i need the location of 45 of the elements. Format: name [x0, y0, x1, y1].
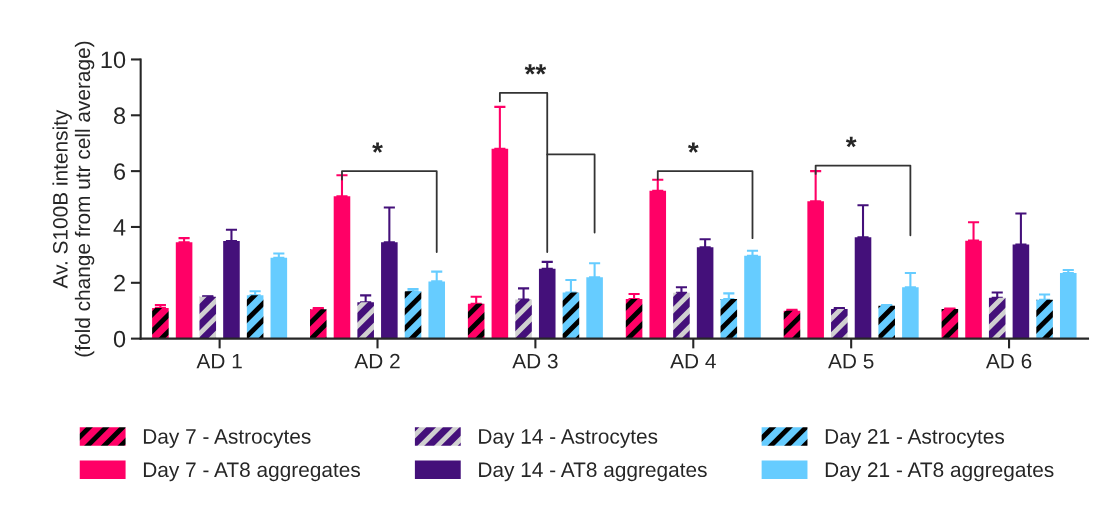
bar: [878, 305, 895, 339]
bar: [831, 309, 848, 339]
bar: [988, 297, 1006, 339]
bar: [270, 257, 288, 339]
annotation: *: [687, 142, 699, 153]
bar: [310, 309, 327, 339]
bar: [404, 291, 422, 339]
y-tick-label: 10: [101, 51, 126, 69]
bar: [1036, 299, 1053, 339]
y-tick-label: 4: [113, 219, 126, 236]
bar: [175, 242, 193, 339]
y-tick-label: 0: [113, 330, 126, 348]
annotation: *: [372, 142, 383, 153]
x-tick-label: AD 6: [985, 353, 1032, 369]
bar: [246, 295, 264, 339]
bar: [152, 307, 169, 339]
legend-label: Day 14 - Astrocytes: [479, 429, 658, 448]
bar: [783, 310, 801, 339]
x-tick-label: AD 2: [354, 353, 400, 369]
legend-label: Day 7 - Astrocytes: [143, 429, 311, 448]
bar: [673, 292, 690, 339]
bar: [720, 298, 738, 339]
legend-label: Day 21 - Astrocytes: [825, 429, 1005, 448]
bar: [515, 299, 532, 339]
y-tick-label: 6: [114, 163, 126, 180]
bar: [1059, 273, 1077, 339]
bar: [625, 298, 643, 339]
bar: [744, 255, 761, 339]
x-tick-label: AD 3: [512, 353, 558, 369]
annotation: **: [524, 64, 547, 75]
y-tick-label: 8: [113, 107, 126, 125]
annotation: *: [845, 136, 857, 148]
x-tick-label: AD 1: [196, 353, 242, 369]
bar: [562, 292, 580, 339]
x-tick-label: AD 4: [670, 353, 716, 369]
y-tick-label: 2: [114, 274, 125, 292]
bar: [199, 296, 217, 339]
bar: [357, 302, 374, 339]
bar: [941, 309, 959, 339]
x-tick-label: AD 5: [828, 353, 874, 369]
y-axis-title: Av. S100B intensity (fold change from utr cell average): [52, 41, 95, 357]
legend-label: Day 7 - AT8 aggregates: [143, 462, 360, 482]
legend-label: Day 21 - AT8 aggregates: [825, 462, 1054, 482]
legend-label: Day 14 - AT8 aggregates: [479, 462, 707, 482]
bar: [467, 303, 485, 339]
